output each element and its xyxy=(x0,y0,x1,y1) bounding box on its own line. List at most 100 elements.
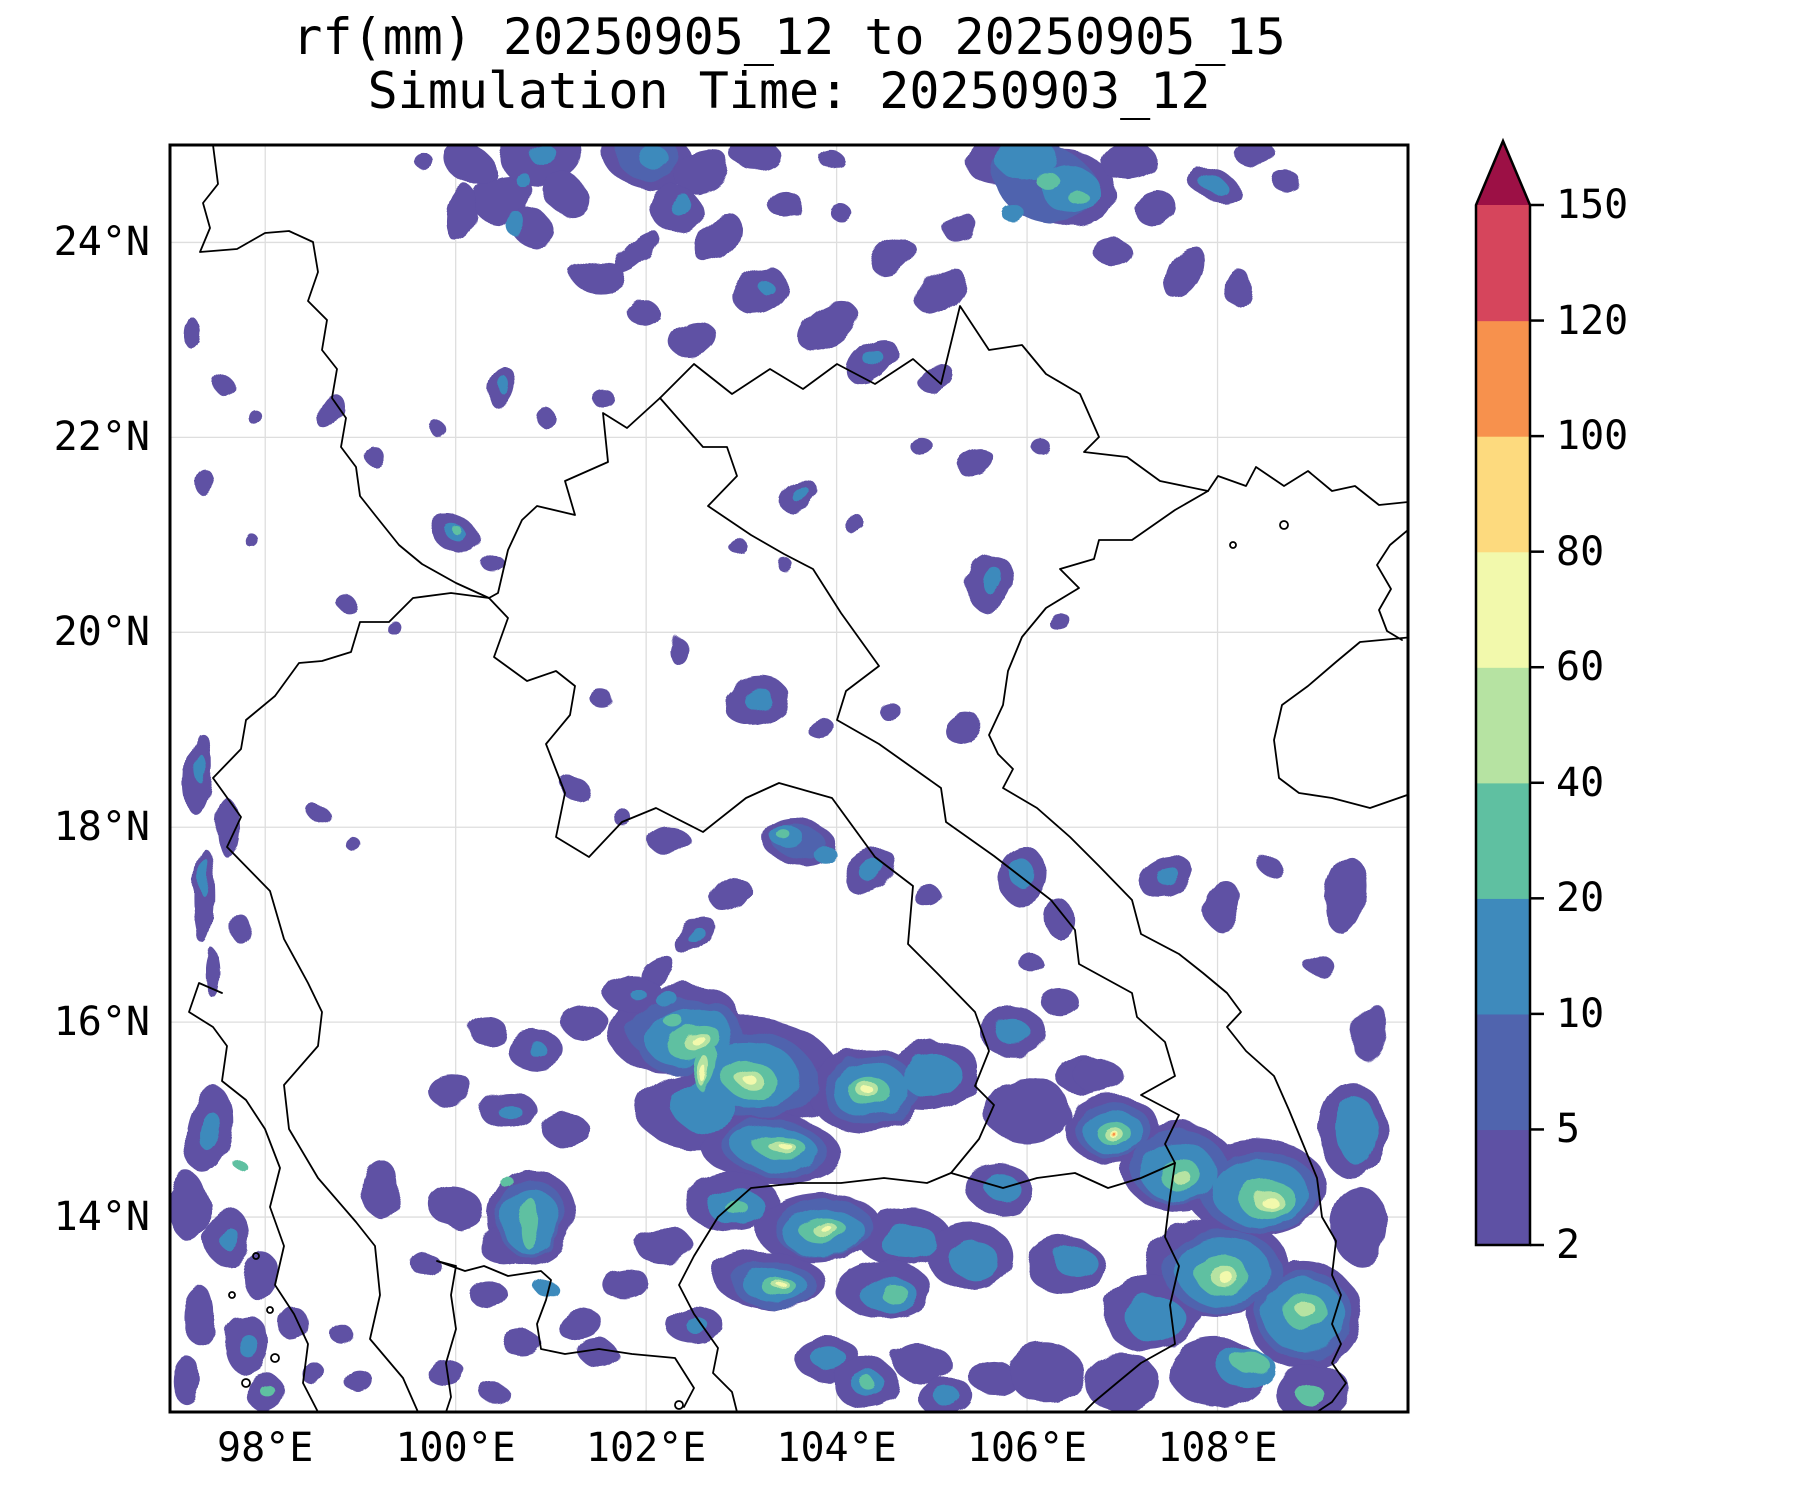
rain-cell xyxy=(830,204,852,222)
rain-cell xyxy=(636,1226,694,1266)
colorbar-segment xyxy=(1476,1013,1530,1131)
rain-cell xyxy=(950,1241,999,1281)
y-tick-label: 16°N xyxy=(53,999,150,1046)
border-china-vietnam xyxy=(659,305,1209,492)
rain-cell xyxy=(995,1019,1030,1045)
rain-cell xyxy=(819,1224,831,1231)
y-tick-label: 20°N xyxy=(53,609,150,656)
rain-cell xyxy=(903,1055,960,1096)
rain-cell xyxy=(515,171,530,187)
rain-cell xyxy=(1234,145,1277,168)
rain-cell xyxy=(1326,856,1367,934)
rain-cell xyxy=(1074,1058,1123,1094)
rain-cell xyxy=(469,1018,509,1046)
rain-cell xyxy=(687,926,705,943)
rain-cell xyxy=(1008,1343,1085,1403)
rain-cell xyxy=(501,1177,515,1189)
rain-cell xyxy=(893,1343,951,1383)
colorbar-tick-label: 40 xyxy=(1556,759,1605,806)
rain-cell xyxy=(1034,170,1058,188)
rain-cell xyxy=(653,989,677,1006)
border-cambodia-vietnam xyxy=(1083,1162,1180,1412)
rain-cell xyxy=(1084,1353,1161,1412)
rain-cell xyxy=(859,1376,875,1389)
rain-cell xyxy=(429,419,445,436)
rain-cell xyxy=(813,845,837,864)
rain-cell xyxy=(200,1112,220,1151)
rain-cell xyxy=(386,620,402,635)
colorbar-tick-label: 120 xyxy=(1556,297,1629,344)
rain-cell xyxy=(560,1005,609,1039)
country-borders-group xyxy=(188,145,1408,1412)
rain-cell xyxy=(767,189,802,218)
rain-cell xyxy=(1093,238,1132,266)
rain-cell xyxy=(1001,204,1025,222)
rain-cell xyxy=(649,827,691,857)
rain-cell xyxy=(1098,145,1156,180)
rain-cell xyxy=(543,172,588,216)
rain-cell xyxy=(185,319,203,351)
x-tick-label: 108°E xyxy=(1157,1425,1278,1471)
rain-cell xyxy=(791,486,810,501)
rain-cell xyxy=(675,149,731,196)
colorbar-outline xyxy=(1474,137,1532,1247)
island xyxy=(1279,520,1289,530)
rain-cell xyxy=(279,1306,309,1342)
rain-cell xyxy=(412,151,432,168)
rain-cell xyxy=(944,214,977,242)
rain-cell xyxy=(194,754,207,784)
colorbar-tick-label: 100 xyxy=(1556,413,1629,460)
rain-cell xyxy=(1204,881,1241,929)
rain-cell xyxy=(561,777,589,799)
rain-cell xyxy=(879,1284,909,1302)
rain-cell xyxy=(1303,952,1332,975)
colorbar-tick-label: 60 xyxy=(1556,644,1605,691)
rain-cell xyxy=(879,1223,937,1259)
island xyxy=(241,1378,251,1388)
rain-cell xyxy=(232,1158,245,1169)
rain-cell xyxy=(170,1173,209,1242)
border-thailand-myanmar xyxy=(212,592,490,1412)
rain-cell xyxy=(918,268,965,315)
rain-cell xyxy=(669,638,690,666)
rain-cell xyxy=(1298,1387,1328,1408)
x-tick-label: 100°E xyxy=(395,1425,516,1471)
border-laos-cambodia xyxy=(950,1162,1176,1189)
rain-cell xyxy=(912,884,942,907)
rain-cell xyxy=(505,211,525,235)
rain-cell xyxy=(634,145,668,167)
rain-cell xyxy=(1293,1298,1313,1315)
y-tick-label: 14°N xyxy=(53,1194,150,1241)
border-thailand-cambodia xyxy=(678,1172,952,1412)
rain-cell xyxy=(238,1334,258,1358)
border-laos-vietnam xyxy=(659,397,1180,1164)
rain-cell xyxy=(520,1199,540,1249)
rain-cell xyxy=(860,860,886,882)
gridlines-group xyxy=(170,145,1408,1412)
rain-cell xyxy=(427,1073,475,1107)
colorbar-segment xyxy=(1476,782,1530,899)
rain-cell xyxy=(625,298,658,324)
rain-cell xyxy=(1020,953,1044,974)
island xyxy=(266,1306,274,1314)
colorbar-tick-label: 10 xyxy=(1556,990,1605,1037)
rain-cell xyxy=(797,300,857,351)
rain-cell xyxy=(1156,867,1180,885)
rain-cell xyxy=(1069,190,1089,207)
rain-cell xyxy=(447,186,480,245)
rain-cell xyxy=(541,1112,590,1146)
rain-cell xyxy=(555,1307,604,1341)
rain-cell xyxy=(862,1086,874,1095)
rain-cell xyxy=(808,719,837,741)
colorbar-tick-label: 5 xyxy=(1556,1106,1581,1153)
border-thailand-laos xyxy=(488,597,995,1174)
rain-cell xyxy=(614,230,659,275)
rain-cell xyxy=(999,145,1056,180)
rain-cell xyxy=(571,260,626,293)
coast-hainan-island xyxy=(1273,636,1408,809)
rain-cell xyxy=(727,536,747,553)
coast-gulf-of-tonkin-north xyxy=(1207,466,1408,506)
colorbar-group xyxy=(1474,137,1544,1247)
rain-cell xyxy=(1162,244,1206,300)
